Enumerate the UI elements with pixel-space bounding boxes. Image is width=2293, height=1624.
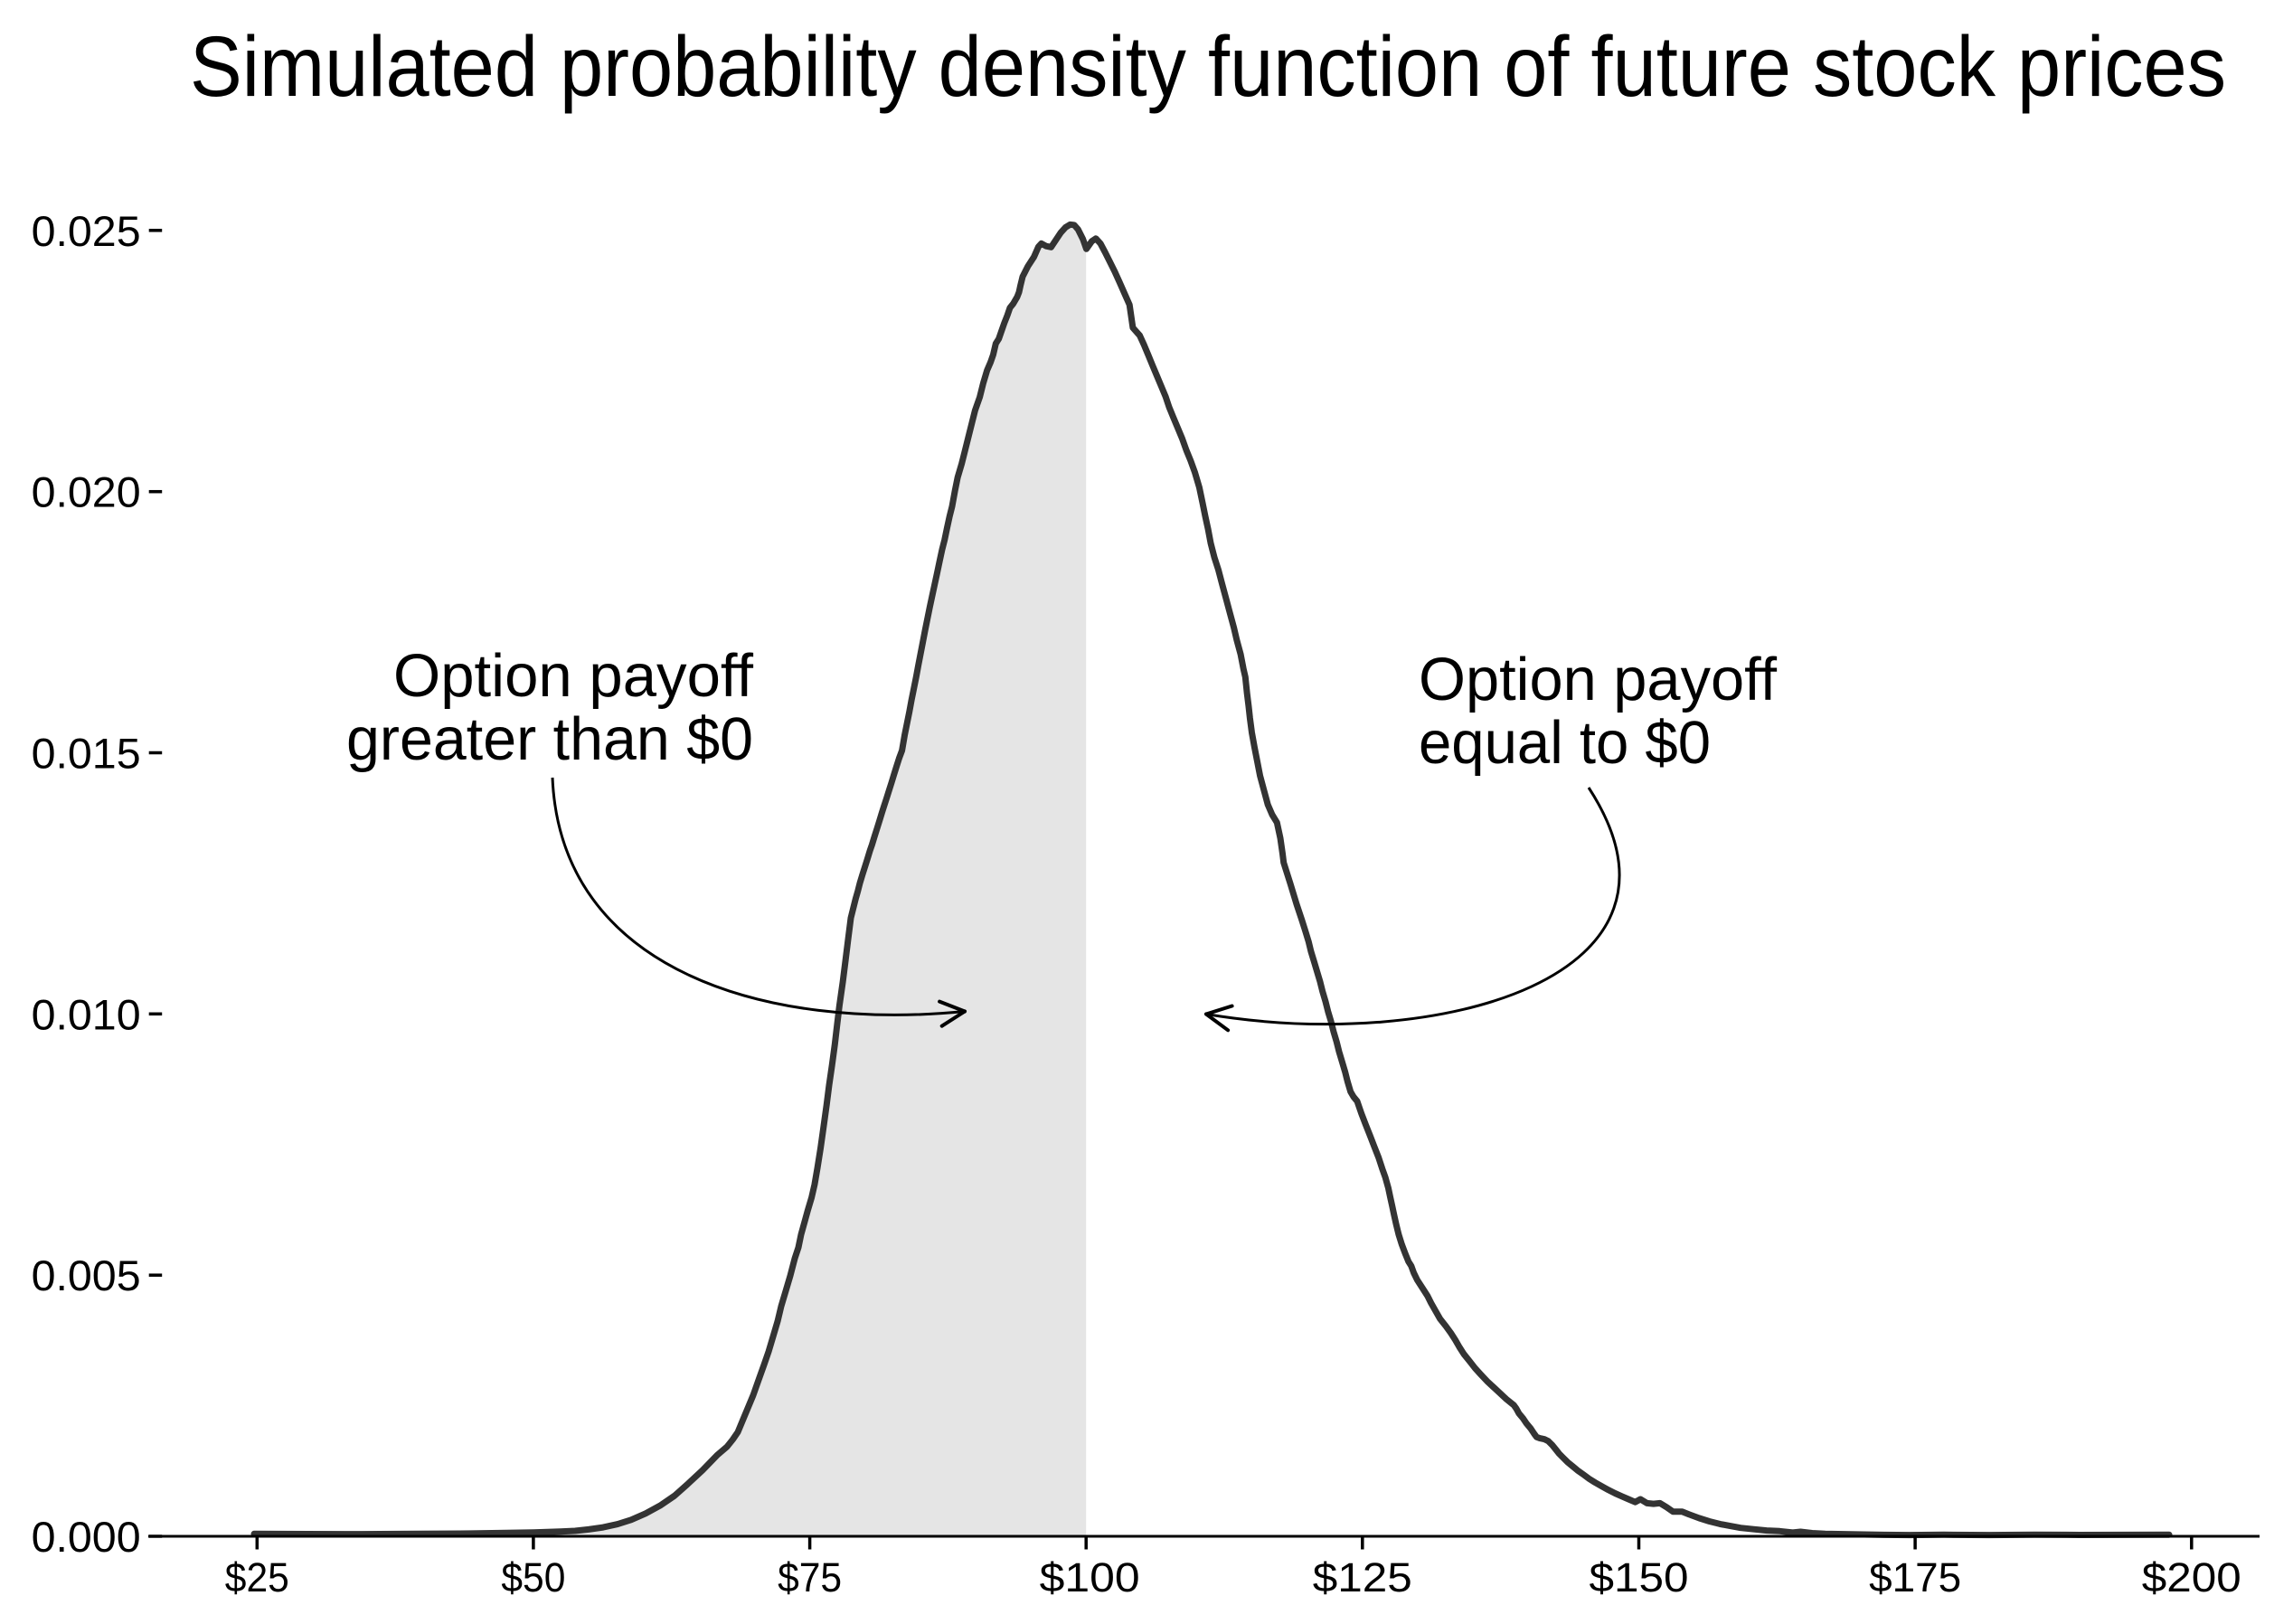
svg-text:Option payoff: Option payoff [1419,646,1777,713]
svg-text:$100: $100 [1040,1554,1140,1600]
svg-text:$150: $150 [1590,1554,1689,1600]
svg-text:0.010: 0.010 [32,990,141,1038]
svg-text:equal to $0: equal to $0 [1419,709,1711,777]
svg-text:$25: $25 [225,1554,289,1600]
svg-text:0.015: 0.015 [32,730,141,778]
svg-text:greater than $0: greater than $0 [346,705,753,773]
svg-text:Option payoff: Option payoff [393,642,753,710]
svg-text:$75: $75 [778,1554,842,1600]
svg-text:Simulated probability density: Simulated probability density function o… [190,19,2226,115]
svg-text:0.025: 0.025 [32,207,141,255]
svg-text:$50: $50 [501,1554,565,1600]
svg-text:0.020: 0.020 [32,468,141,516]
svg-text:0.000: 0.000 [32,1513,141,1561]
svg-text:$200: $200 [2142,1554,2241,1600]
svg-text:0.005: 0.005 [32,1251,141,1299]
svg-text:$175: $175 [1869,1554,1961,1600]
svg-text:$125: $125 [1313,1554,1412,1600]
